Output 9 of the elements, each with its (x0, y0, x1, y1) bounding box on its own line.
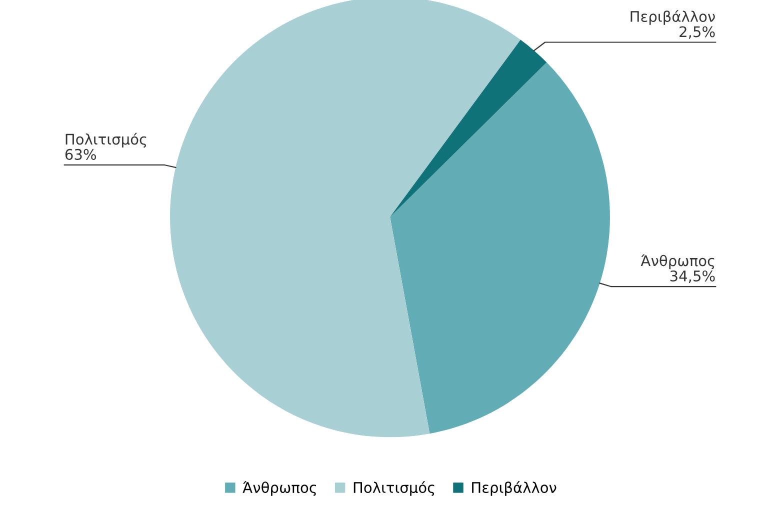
slice-label: Πολιτισμός (66, 132, 146, 148)
slice-label: Άνθρωπος (640, 254, 714, 270)
legend-label: Πολιτισμός (354, 481, 434, 496)
legend-label: Περιβάλλον (472, 481, 556, 496)
data-label: 34,5% (670, 270, 715, 283)
slice-label: Περιβάλλον (630, 10, 715, 25)
data-label: 2,5% (680, 26, 715, 39)
legend-label: Άνθρωπος (242, 481, 316, 496)
data-label: 63% (65, 148, 96, 160)
